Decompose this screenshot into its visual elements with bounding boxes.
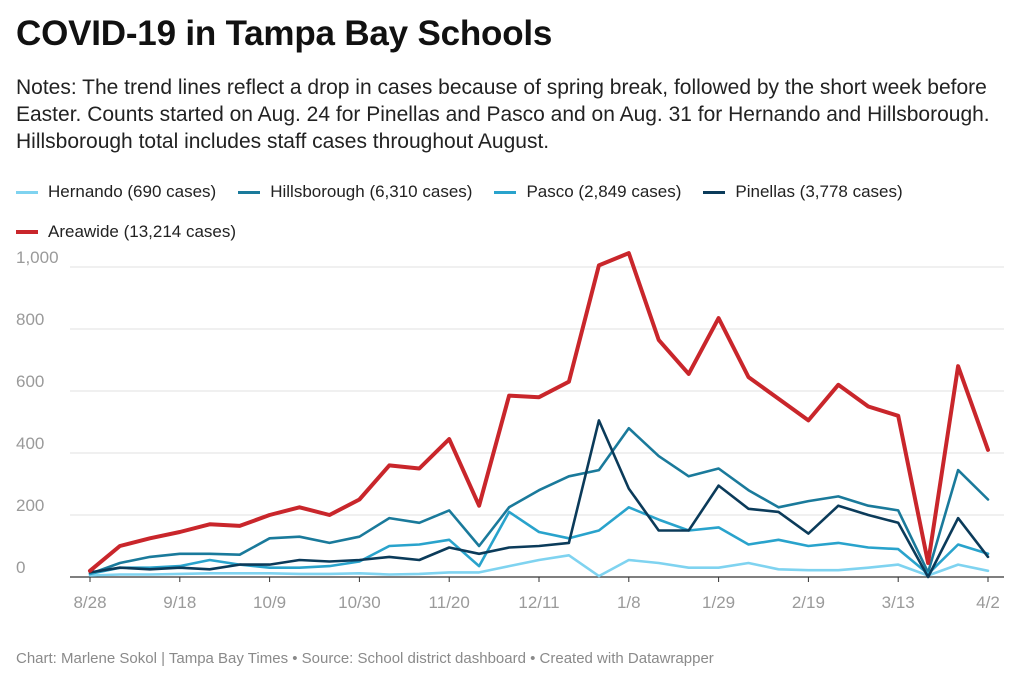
x-tick-label: 10/9 <box>253 593 286 612</box>
legend-item-pinellas: Pinellas (3,778 cases) <box>703 182 903 202</box>
chart-notes: Notes: The trend lines reflect a drop in… <box>16 76 990 153</box>
legend-label-pinellas: Pinellas (3,778 cases) <box>735 182 903 201</box>
legend-swatch-hillsborough <box>238 190 261 194</box>
x-tick-label: 11/20 <box>429 593 470 612</box>
x-tick-label: 1/29 <box>702 593 735 612</box>
legend-item-pasco: Pasco (2,849 cases) <box>494 182 681 202</box>
legend-row-1: Hernando (690 cases) Hillsborough (6,310… <box>16 178 1016 206</box>
legend-row-2: Areawide (13,214 cases) <box>16 218 1016 246</box>
legend: Hernando (690 cases) Hillsborough (6,310… <box>16 178 1016 258</box>
chart-title: COVID-19 in Tampa Bay Schools <box>16 14 553 53</box>
y-tick-label: 0 <box>16 558 25 577</box>
chart-credit: Chart: Marlene Sokol | Tampa Bay Times •… <box>16 650 714 667</box>
series-line-hillsborough <box>88 426 990 576</box>
y-tick-label: 200 <box>16 496 44 515</box>
series-line-hernando <box>88 553 990 578</box>
y-tick-label: 600 <box>16 372 44 391</box>
legend-label-hillsborough: Hillsborough (6,310 cases) <box>270 182 473 201</box>
y-tick-label: 800 <box>16 310 44 329</box>
x-tick-label: 3/13 <box>882 593 915 612</box>
series-line-pinellas <box>88 419 990 579</box>
x-tick-label: 9/18 <box>163 593 196 612</box>
series-lines <box>88 251 990 579</box>
x-tick-label: 2/19 <box>792 593 825 612</box>
legend-item-hillsborough: Hillsborough (6,310 cases) <box>238 182 472 202</box>
legend-swatch-pinellas <box>703 190 726 194</box>
x-tick-label: 12/11 <box>518 593 559 612</box>
y-tick-label: 400 <box>16 434 44 453</box>
grid-lines <box>70 266 1004 578</box>
y-tick-label: 1,000 <box>16 250 59 267</box>
legend-label-areawide: Areawide (13,214 cases) <box>48 222 237 241</box>
series-line-areawide <box>88 251 990 573</box>
line-chart: 0 200 400 600 800 1,000 8/28 9/18 10/9 10/30 11/2… <box>16 250 1004 612</box>
legend-label-hernando: Hernando (690 cases) <box>48 182 217 201</box>
x-axis: 8/28 9/18 10/9 10/30 11/20 12/11 1/8 1/29 2/19 3/… <box>73 577 1000 612</box>
x-tick-label: 10/30 <box>338 593 381 612</box>
series-line-pasco <box>88 505 990 576</box>
legend-swatch-hernando <box>16 190 38 194</box>
legend-item-areawide: Areawide (13,214 cases) <box>16 222 236 242</box>
legend-item-hernando: Hernando (690 cases) <box>16 182 216 202</box>
legend-swatch-pasco <box>494 190 517 194</box>
x-tick-label: 1/8 <box>617 593 641 612</box>
x-tick-label: 4/2 <box>976 593 1000 612</box>
legend-swatch-areawide <box>16 230 38 234</box>
x-tick-label: 8/28 <box>73 593 106 612</box>
legend-label-pasco: Pasco (2,849 cases) <box>526 182 682 201</box>
y-axis: 0 200 400 600 800 1,000 <box>16 250 59 577</box>
